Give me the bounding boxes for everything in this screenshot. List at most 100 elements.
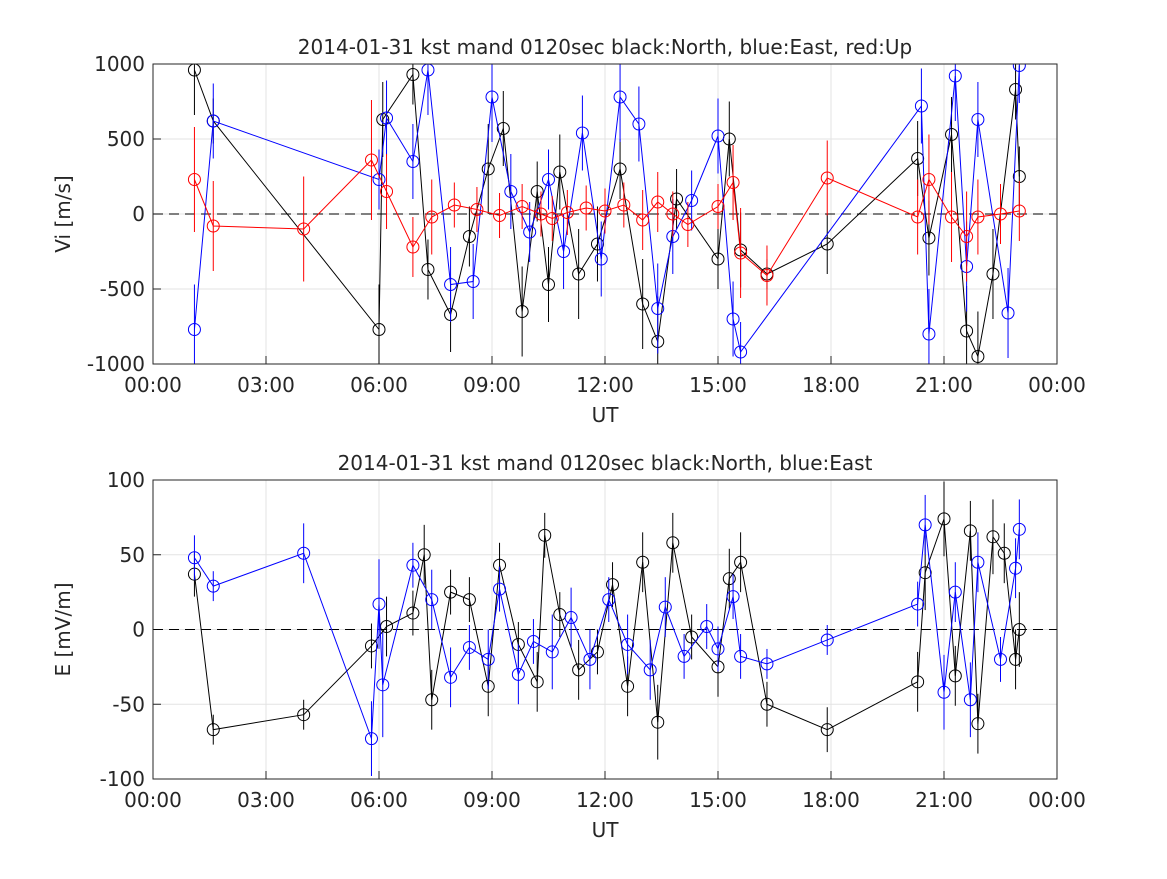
data-point <box>922 231 936 245</box>
data-point <box>504 185 518 198</box>
data-point <box>553 165 567 179</box>
data-point <box>760 657 774 671</box>
data-point <box>511 667 525 681</box>
data-point <box>1012 522 1026 536</box>
data-point <box>1012 64 1026 72</box>
data-point <box>617 198 631 212</box>
data-point <box>579 201 593 215</box>
data-point <box>666 536 680 550</box>
data-point <box>700 620 714 634</box>
data-point <box>364 639 378 653</box>
data-point <box>515 200 529 213</box>
data-point <box>971 113 985 126</box>
data-point <box>911 210 925 224</box>
x-tick-label: 12:00 <box>576 788 634 812</box>
data-point <box>572 663 586 677</box>
data-point <box>971 350 985 363</box>
x-tick-label: 21:00 <box>915 373 973 397</box>
data-point <box>602 593 616 607</box>
data-point <box>636 555 650 569</box>
x-tick-label: 18:00 <box>802 373 860 397</box>
data-point <box>406 606 420 620</box>
data-point <box>651 715 665 729</box>
data-point <box>726 176 740 189</box>
data-point <box>1009 83 1023 96</box>
data-point <box>515 305 529 318</box>
data-point <box>632 117 646 131</box>
x-tick-label: 03:00 <box>237 373 295 397</box>
y-tick-label: -50 <box>112 692 145 716</box>
plot-area <box>187 64 1026 364</box>
data-point <box>187 323 201 336</box>
data-point <box>447 198 461 212</box>
data-point <box>575 126 589 140</box>
data-point <box>677 649 691 663</box>
data-point <box>364 732 378 746</box>
y-axis-label: E [mV/m] <box>51 583 75 677</box>
data-point <box>734 246 748 260</box>
data-point <box>971 717 985 731</box>
data-point <box>613 162 627 176</box>
data-point <box>613 90 627 104</box>
data-point <box>572 267 586 281</box>
data-point <box>380 111 394 125</box>
data-point <box>621 637 635 651</box>
data-point <box>1012 623 1026 636</box>
data-point <box>534 207 548 221</box>
data-point <box>937 685 951 699</box>
data-point <box>542 278 555 291</box>
chart-title: 2014-01-31 kst mand 0120sec black:North,… <box>338 451 873 475</box>
data-point <box>911 675 925 689</box>
x-tick-label: 00:00 <box>124 788 182 812</box>
data-point <box>986 267 1000 281</box>
data-point <box>922 173 936 186</box>
data-point <box>918 566 932 580</box>
data-point <box>734 555 748 569</box>
y-tick-label: 100 <box>107 468 145 492</box>
data-point <box>606 578 620 592</box>
x-tick-label: 00:00 <box>124 373 182 397</box>
data-point <box>711 200 725 213</box>
data-point <box>711 252 725 266</box>
data-point <box>545 645 559 659</box>
data-point <box>462 640 476 654</box>
data-point <box>1009 561 1023 575</box>
data-point <box>621 679 635 693</box>
data-point <box>425 210 439 224</box>
data-point <box>948 585 962 599</box>
data-point <box>960 324 974 338</box>
data-point <box>206 579 220 593</box>
data-point <box>681 218 695 231</box>
series-line <box>193 65 1020 354</box>
data-point <box>734 649 748 663</box>
data-point <box>1009 652 1023 666</box>
data-point <box>444 585 458 599</box>
x-tick-label: 12:00 <box>576 373 634 397</box>
y-tick-label: 0 <box>132 202 145 226</box>
x-tick-label: 06:00 <box>350 373 408 397</box>
x-tick-label: 18:00 <box>802 788 860 812</box>
data-point <box>493 209 507 222</box>
data-point <box>643 663 657 677</box>
data-point <box>994 207 1007 221</box>
data-point <box>994 652 1007 666</box>
data-point <box>406 155 420 168</box>
data-point <box>425 693 439 707</box>
data-point <box>726 590 740 604</box>
data-point <box>820 171 834 185</box>
x-tick-label: 06:00 <box>350 788 408 812</box>
data-point <box>523 225 537 239</box>
data-point <box>726 312 740 326</box>
data-point <box>493 582 507 596</box>
data-point <box>417 548 431 562</box>
x-tick-label: 09:00 <box>463 373 521 397</box>
data-point <box>462 230 476 243</box>
data-point <box>636 213 650 227</box>
data-point <box>297 546 311 560</box>
data-point <box>425 593 439 607</box>
panel: 00:00 03:00 06:00 09:00 12:00 15:00 18:00 21:00… <box>51 35 1086 427</box>
x-tick-label: 03:00 <box>237 788 295 812</box>
